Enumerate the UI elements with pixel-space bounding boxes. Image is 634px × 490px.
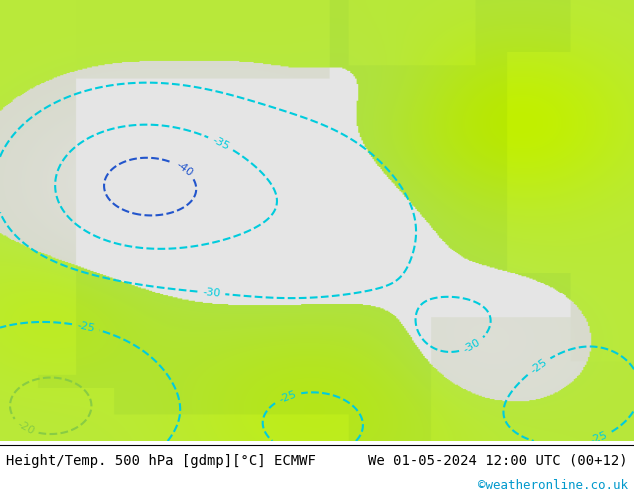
Text: We 01-05-2024 12:00 UTC (00+12): We 01-05-2024 12:00 UTC (00+12): [368, 454, 628, 467]
Text: -25: -25: [76, 320, 96, 334]
Text: -20: -20: [15, 419, 36, 437]
Text: -35: -35: [210, 135, 231, 152]
Text: -25: -25: [528, 357, 549, 375]
Text: ©weatheronline.co.uk: ©weatheronline.co.uk: [477, 479, 628, 490]
Text: Height/Temp. 500 hPa [gdmp][°C] ECMWF: Height/Temp. 500 hPa [gdmp][°C] ECMWF: [6, 454, 316, 467]
Text: -25: -25: [277, 389, 298, 405]
Text: -40: -40: [174, 160, 194, 178]
Text: -25: -25: [589, 430, 609, 446]
Text: -30: -30: [462, 337, 482, 355]
Text: -30: -30: [202, 287, 221, 299]
